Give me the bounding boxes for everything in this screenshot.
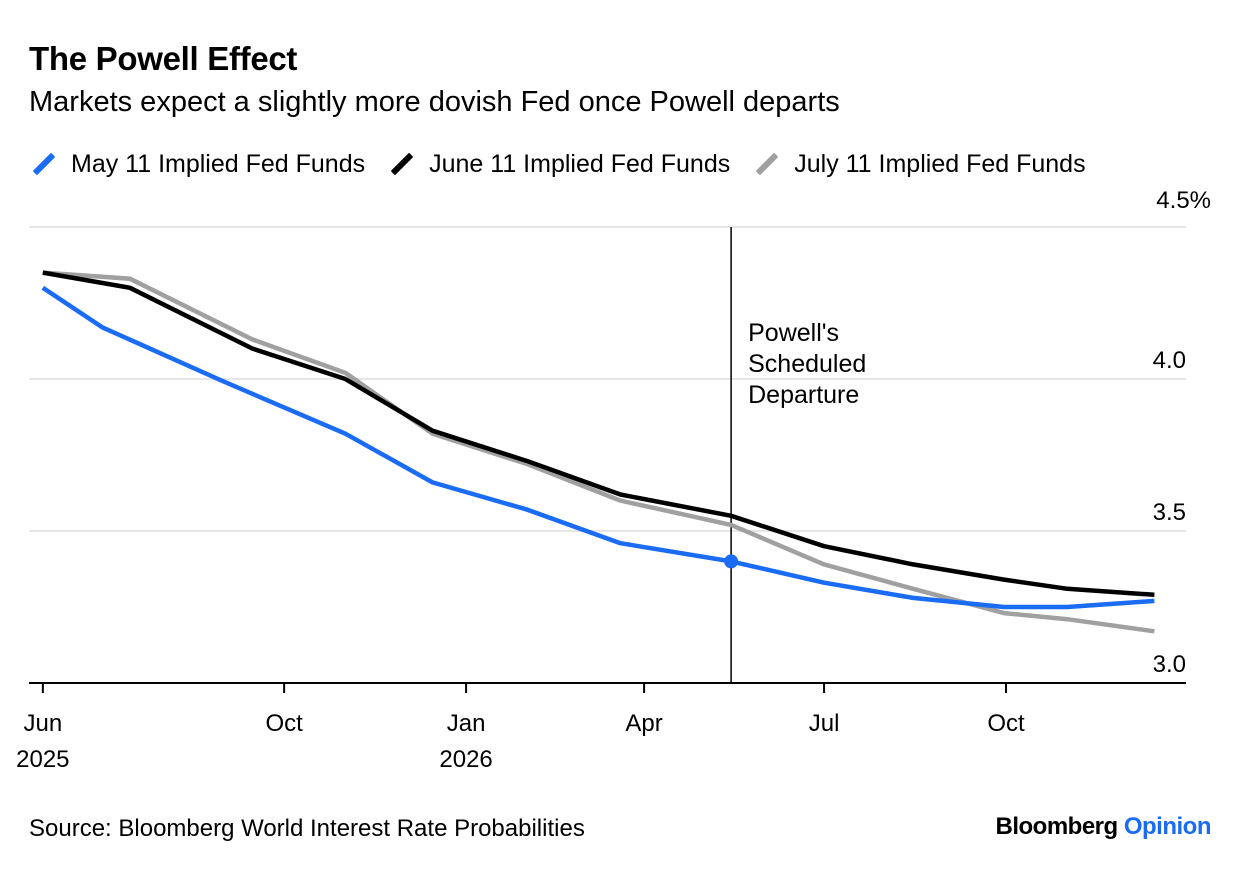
source-note: Source: Bloomberg World Interest Rate Pr… [29, 815, 585, 842]
x-tick-year-0: 2025 [16, 746, 69, 773]
legend-item-july: July 11 Implied Fed Funds [752, 149, 1086, 179]
series-line-2 [42, 270, 1155, 634]
series-line-0 [41, 285, 1155, 610]
y-tick-label-3: 3.0 [1153, 651, 1186, 678]
series-marker-0 [724, 554, 739, 569]
chart-subtitle: Markets expect a slightly more dovish Fe… [29, 86, 840, 118]
y-tick-label-1: 4.0 [1153, 347, 1186, 374]
legend-label-june: June 11 Implied Fed Funds [429, 149, 731, 178]
x-tick-label-5: Oct [987, 710, 1025, 737]
brand-primary: Bloomberg [995, 813, 1119, 840]
x-tick-label-2: Jan [447, 710, 486, 737]
brand-logo: Bloomberg Opinion [996, 813, 1212, 841]
x-tick-label-1: Oct [265, 710, 303, 737]
x-tick-year-2: 2026 [439, 746, 492, 773]
x-tick-label-3: Apr [625, 710, 662, 737]
y-tick-label-0: 4.5% [1156, 187, 1211, 214]
annotation-line-2: Departure [748, 381, 859, 409]
annotation-line-1: Scheduled [748, 350, 866, 378]
x-tick-label-4: Jul [809, 710, 840, 737]
legend-label-may: May 11 Implied Fed Funds [71, 149, 366, 178]
chart-title: The Powell Effect [29, 40, 298, 77]
legend: May 11 Implied Fed Funds June 11 Implied… [29, 146, 1086, 182]
series-line-1 [42, 270, 1155, 598]
legend-label-july: July 11 Implied Fed Funds [794, 149, 1086, 178]
y-tick-label-2: 3.5 [1153, 499, 1186, 526]
legend-item-june: June 11 Implied Fed Funds [387, 150, 730, 179]
brand-secondary: Opinion [1123, 813, 1212, 840]
annotation-line-0: Powell's [748, 319, 839, 347]
legend-item-may: May 11 Implied Fed Funds [29, 150, 365, 179]
x-tick-label-0: Jun [23, 710, 62, 737]
